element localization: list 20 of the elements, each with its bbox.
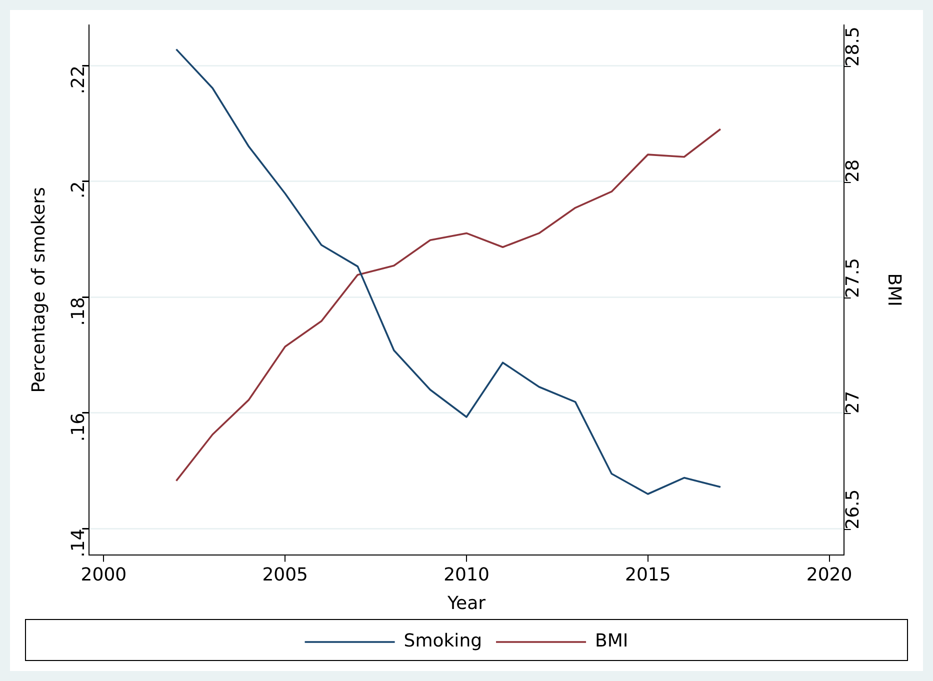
legend-label: BMI: [595, 630, 628, 652]
x-tick-label: 2010: [444, 564, 490, 586]
y-tick-label: .2: [68, 181, 89, 199]
y-tick-label: .14: [68, 528, 89, 558]
x-axis-title: Year: [446, 592, 486, 614]
y-axis-title: Percentage of smokers: [28, 187, 50, 393]
x-tick-label: 2015: [624, 564, 671, 586]
y2-tick-label: 27: [842, 390, 864, 414]
y2-tick-label: 28.5: [842, 26, 864, 67]
legend-label: Smoking: [404, 630, 482, 652]
y2-axis-title: BMI: [884, 273, 905, 306]
y2-tick-label: 28: [842, 159, 864, 182]
y2-tick-label: 26.5: [842, 489, 864, 530]
y-tick-label: .22: [68, 66, 89, 94]
x-tick-label: 2000: [80, 564, 127, 586]
x-tick-label: 2005: [262, 564, 308, 586]
y-tick-label: .18: [68, 297, 89, 326]
x-tick-label: 2020: [806, 564, 852, 586]
y2-tick-label: 27.5: [842, 258, 864, 298]
y-tick-label: .16: [68, 412, 89, 442]
